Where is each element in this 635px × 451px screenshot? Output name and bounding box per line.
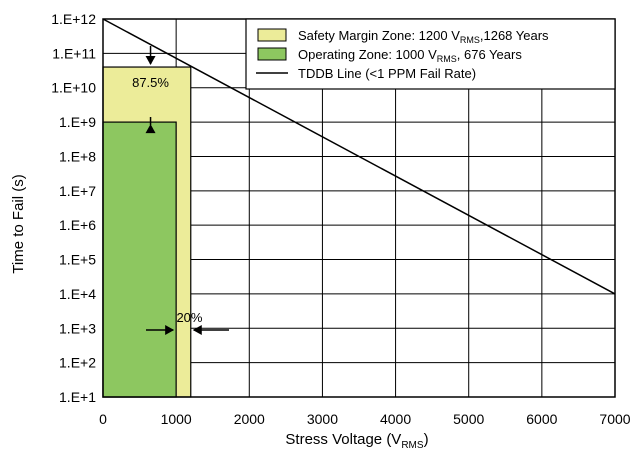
x-axis-label: Stress Voltage (VRMS)	[285, 431, 428, 451]
y-tick-label: 1.E+2	[59, 355, 96, 371]
y-tick-label: 1.E+12	[51, 11, 96, 27]
legend-entry: TDDB Line (<1 PPM Fail Rate)	[298, 66, 476, 81]
y-tick-label: 1.E+8	[59, 148, 96, 164]
x-tick-label: 4000	[380, 411, 411, 427]
legend-entry: Safety Margin Zone: 1200 VRMS,1268 Years	[298, 28, 549, 45]
tddb-line	[102, 18, 616, 295]
annotations: 87.5% 20%	[132, 46, 229, 335]
arrow-right-icon	[165, 325, 175, 335]
x-tick-label: 2000	[234, 411, 265, 427]
legend: Safety Margin Zone: 1200 VRMS,1268 Years…	[245, 18, 616, 90]
operating-zone	[102, 121, 177, 398]
vertical-margin-label: 87.5%	[132, 75, 169, 90]
y-tick-label: 1.E+7	[59, 183, 96, 199]
chart-lines	[102, 18, 616, 295]
x-tick-label: 6000	[526, 411, 557, 427]
y-tick-label: 1.E+5	[59, 252, 96, 268]
y-tick-label: 1.E+10	[51, 80, 96, 96]
y-axis-label: Time to Fail (s)	[10, 174, 27, 273]
horizontal-margin-label: 20%	[176, 310, 202, 325]
x-tick-label: 0	[99, 411, 107, 427]
arrow-up-icon	[145, 124, 156, 134]
arrow-down-icon	[145, 56, 156, 66]
legend-swatch	[257, 28, 287, 42]
x-tick-labels: 0 1000 2000 3000 4000 5000 6000 7000	[99, 411, 631, 427]
y-tick-label: 1.E+9	[59, 114, 96, 130]
x-tick-label: 5000	[453, 411, 484, 427]
legend-box	[245, 18, 616, 90]
arrow-left-icon	[192, 325, 202, 335]
y-tick-label: 1.E+3	[59, 320, 96, 336]
legend-entry: Operating Zone: 1000 VRMS, 676 Years	[298, 47, 522, 64]
x-tick-label: 3000	[307, 411, 338, 427]
legend-swatch	[257, 47, 287, 61]
chart-areas	[102, 66, 192, 398]
x-tick-label: 7000	[599, 411, 630, 427]
x-tick-label: 1000	[161, 411, 192, 427]
y-tick-label: 1.E+11	[52, 45, 96, 61]
y-tick-label: 1.E+1	[59, 389, 96, 405]
y-tick-labels: 1.E+1 1.E+2 1.E+3 1.E+4 1.E+5 1.E+6 1.E+7 1.E+8…	[51, 11, 96, 405]
y-tick-label: 1.E+6	[59, 217, 96, 233]
y-tick-label: 1.E+4	[59, 286, 96, 302]
